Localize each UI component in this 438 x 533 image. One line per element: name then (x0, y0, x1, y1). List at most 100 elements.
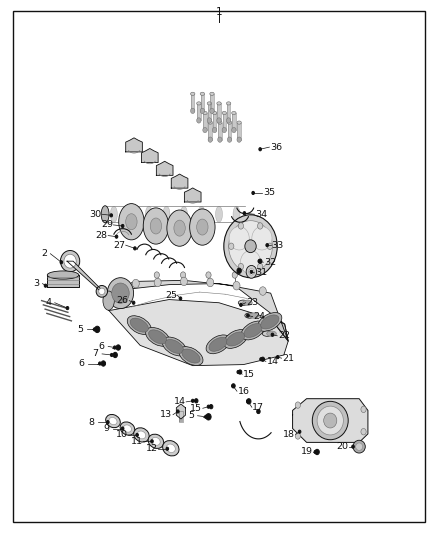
Ellipse shape (241, 321, 265, 340)
Ellipse shape (207, 102, 212, 105)
Circle shape (60, 261, 63, 264)
Text: 15: 15 (243, 370, 255, 378)
Circle shape (361, 429, 366, 435)
Circle shape (237, 370, 240, 374)
Circle shape (101, 361, 106, 366)
Ellipse shape (162, 441, 179, 456)
Circle shape (136, 433, 138, 437)
Text: 27: 27 (113, 241, 125, 249)
Ellipse shape (124, 425, 131, 432)
Polygon shape (171, 174, 188, 188)
Circle shape (200, 108, 205, 114)
Ellipse shape (143, 208, 169, 244)
Ellipse shape (218, 121, 222, 124)
Text: 18: 18 (283, 430, 295, 439)
Ellipse shape (244, 324, 262, 337)
Circle shape (132, 301, 135, 304)
Circle shape (226, 118, 231, 123)
Circle shape (249, 269, 254, 275)
Circle shape (209, 405, 213, 409)
Circle shape (238, 263, 244, 270)
Circle shape (210, 108, 214, 114)
Circle shape (238, 223, 244, 229)
Text: 20: 20 (336, 442, 349, 451)
Ellipse shape (267, 331, 276, 336)
Circle shape (260, 358, 262, 361)
Polygon shape (237, 123, 241, 140)
Text: 6: 6 (78, 359, 85, 368)
Polygon shape (197, 103, 201, 120)
Circle shape (116, 345, 120, 350)
Circle shape (207, 118, 212, 123)
Polygon shape (208, 103, 211, 120)
Text: 21: 21 (282, 354, 294, 362)
Text: 24: 24 (253, 312, 265, 321)
Circle shape (191, 399, 194, 402)
Ellipse shape (101, 206, 109, 223)
Text: 7: 7 (92, 350, 99, 358)
Circle shape (237, 268, 241, 273)
Circle shape (361, 406, 366, 413)
Text: 5: 5 (188, 411, 194, 420)
Text: 31: 31 (255, 269, 267, 277)
Ellipse shape (324, 413, 337, 428)
Text: 2: 2 (41, 249, 47, 258)
Text: 6: 6 (99, 342, 105, 351)
Circle shape (232, 384, 235, 388)
Ellipse shape (224, 215, 277, 278)
Text: 9: 9 (104, 424, 110, 433)
Polygon shape (227, 103, 230, 120)
Circle shape (110, 214, 113, 217)
Polygon shape (141, 149, 158, 163)
Circle shape (276, 356, 279, 359)
Circle shape (314, 450, 317, 454)
Ellipse shape (208, 121, 212, 124)
Ellipse shape (197, 219, 208, 235)
Circle shape (180, 272, 186, 278)
Ellipse shape (182, 349, 200, 363)
Circle shape (267, 243, 272, 249)
Circle shape (66, 306, 69, 310)
Text: 32: 32 (264, 258, 276, 266)
Ellipse shape (209, 337, 227, 351)
Ellipse shape (112, 283, 129, 303)
Text: 36: 36 (270, 143, 282, 151)
Circle shape (250, 270, 253, 273)
Ellipse shape (179, 346, 203, 366)
Circle shape (247, 400, 249, 403)
Ellipse shape (109, 417, 117, 425)
Circle shape (205, 415, 207, 418)
Circle shape (229, 243, 234, 249)
Ellipse shape (197, 102, 201, 105)
Polygon shape (217, 103, 221, 120)
Ellipse shape (166, 444, 175, 453)
Circle shape (217, 118, 221, 123)
Circle shape (258, 263, 263, 270)
Ellipse shape (163, 206, 170, 222)
Circle shape (298, 430, 301, 433)
Circle shape (232, 384, 234, 387)
Circle shape (246, 265, 257, 278)
Polygon shape (232, 113, 236, 130)
Ellipse shape (130, 318, 148, 332)
Circle shape (352, 445, 354, 448)
Ellipse shape (243, 300, 252, 305)
Circle shape (206, 414, 211, 420)
Circle shape (271, 333, 274, 336)
Ellipse shape (146, 327, 170, 346)
Ellipse shape (245, 240, 256, 253)
Text: 30: 30 (89, 210, 102, 219)
Ellipse shape (64, 254, 76, 268)
Circle shape (266, 244, 268, 247)
Ellipse shape (137, 431, 146, 439)
Polygon shape (203, 113, 207, 130)
Text: 1: 1 (215, 7, 223, 17)
Ellipse shape (127, 316, 151, 335)
Circle shape (233, 281, 240, 290)
Polygon shape (223, 113, 226, 130)
Circle shape (258, 260, 261, 263)
Polygon shape (47, 275, 79, 287)
Ellipse shape (238, 300, 248, 305)
Ellipse shape (240, 251, 261, 274)
Polygon shape (213, 113, 216, 130)
